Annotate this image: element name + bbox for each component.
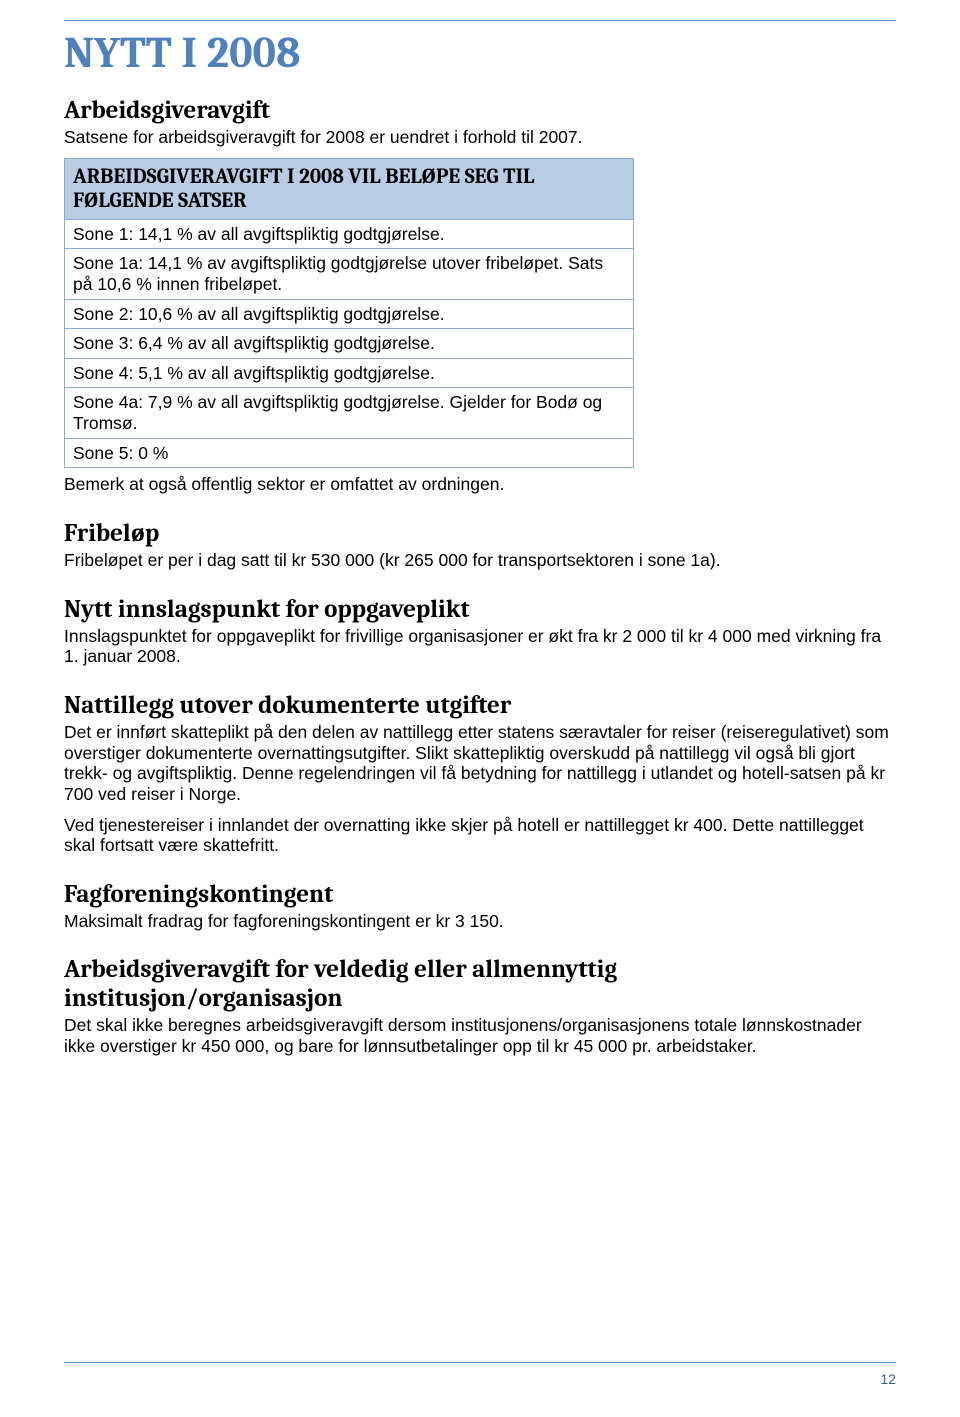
rates-table: ARBEIDSGIVERAVGIFT I 2008 VIL BELØPE SEG…: [64, 158, 634, 469]
table-row: Sone 5: 0 %: [65, 438, 634, 468]
body-text: Ved tjenestereiser i innlandet der overn…: [64, 815, 896, 856]
section-fribelop: Fribeløp: [64, 519, 896, 548]
body-text: Det er innført skatteplikt på den delen …: [64, 722, 896, 805]
body-text: Innslagspunktet for oppgaveplikt for fri…: [64, 626, 896, 667]
section-nattillegg: Nattillegg utover dokumenterte utgifter: [64, 691, 896, 720]
table-row: Sone 1: 14,1 % av all avgiftspliktig god…: [65, 219, 634, 249]
table-row: Sone 2: 10,6 % av all avgiftspliktig god…: [65, 299, 634, 329]
body-text: Satsene for arbeidsgiveravgift for 2008 …: [64, 127, 896, 148]
table-row: Sone 3: 6,4 % av all avgiftspliktig godt…: [65, 329, 634, 359]
table-row: Sone 4: 5,1 % av all avgiftspliktig godt…: [65, 358, 634, 388]
table-row: Sone 4a: 7,9 % av all avgiftspliktig god…: [65, 388, 634, 438]
page-title: NYTT I 2008: [64, 27, 896, 78]
body-text: Fribeløpet er per i dag satt til kr 530 …: [64, 550, 896, 571]
table-header: ARBEIDSGIVERAVGIFT I 2008 VIL BELØPE SEG…: [65, 158, 634, 219]
section-fagforening: Fagforeningskontingent: [64, 880, 896, 909]
body-text: Det skal ikke beregnes arbeidsgiveravgif…: [64, 1015, 896, 1056]
section-veldedig: Arbeidsgiveravgift for veldedig eller al…: [64, 955, 896, 1013]
body-text: Bemerk at også offentlig sektor er omfat…: [64, 474, 896, 495]
page-number: 12: [880, 1371, 896, 1387]
body-text: Maksimalt fradrag for fagforeningskontin…: [64, 911, 896, 932]
section-arbeidsgiveravgift: Arbeidsgiveravgift: [64, 96, 896, 125]
section-innslagspunkt: Nytt innslagspunkt for oppgaveplikt: [64, 595, 896, 624]
table-row: Sone 1a: 14,1 % av avgiftspliktig godtgj…: [65, 249, 634, 299]
top-rule: [64, 20, 896, 21]
bottom-rule: [64, 1362, 896, 1363]
